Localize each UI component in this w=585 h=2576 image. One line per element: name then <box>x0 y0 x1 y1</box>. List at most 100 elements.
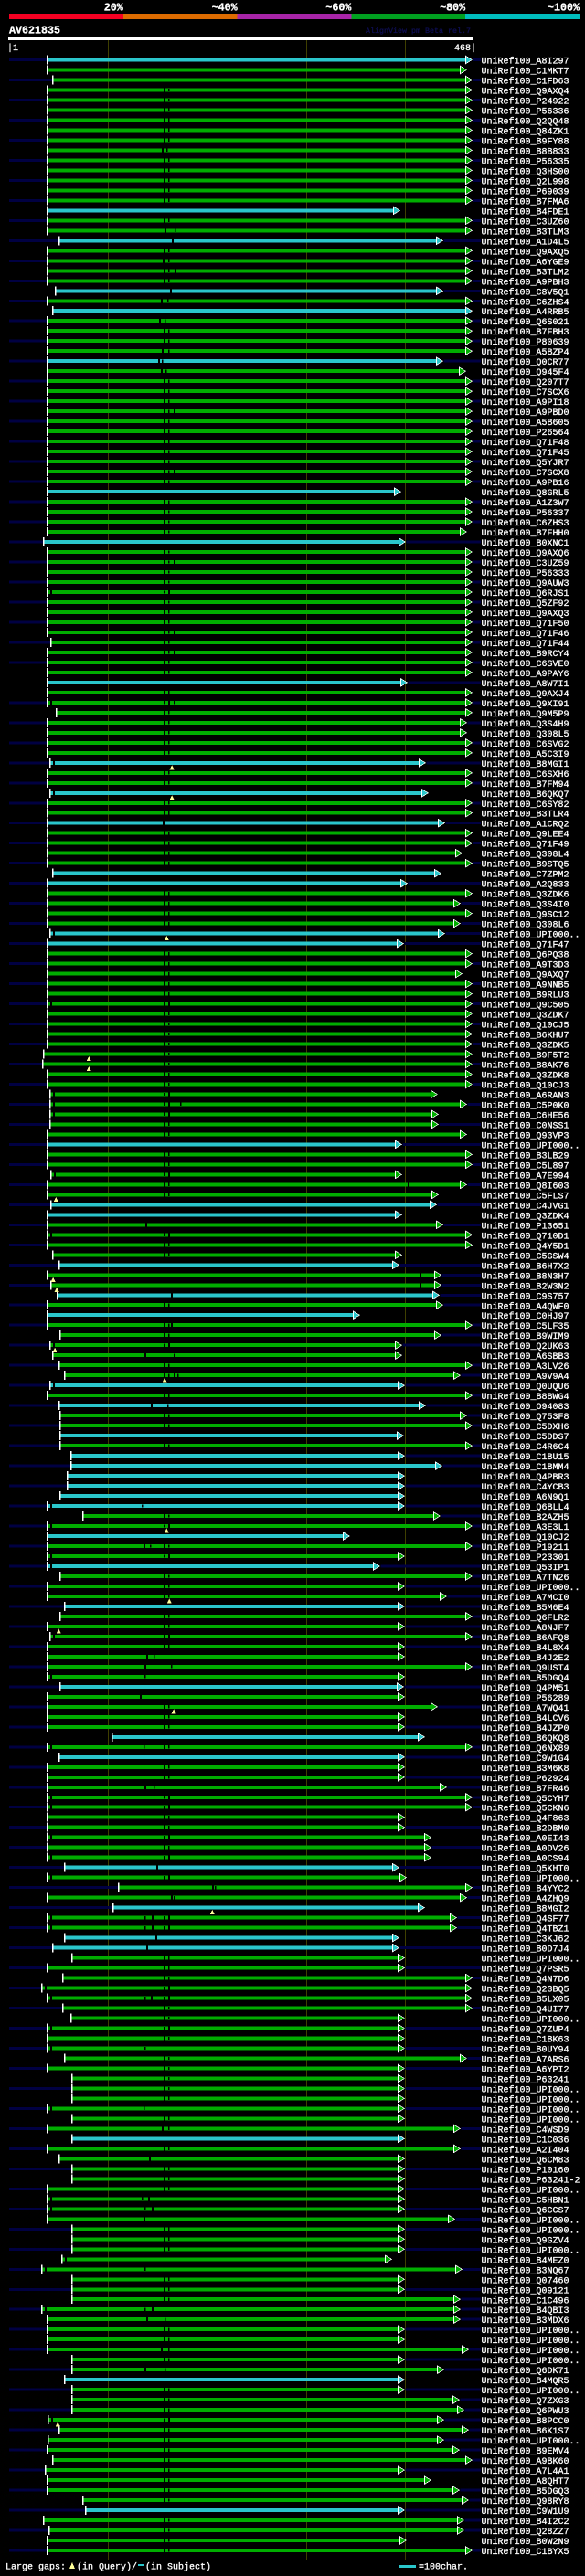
svg-text:UniRef100_C6SXH6: UniRef100_C6SXH6 <box>482 769 569 780</box>
svg-text:UniRef100_A9PBH3: UniRef100_A9PBH3 <box>482 277 569 288</box>
svg-text:UniRef100_C1C036: UniRef100_C1C036 <box>482 2135 569 2146</box>
svg-text:UniRef100_Q28ZZ7: UniRef100_Q28ZZ7 <box>482 2527 569 2538</box>
svg-text:UniRef100_P56336: UniRef100_P56336 <box>482 106 569 117</box>
svg-text:UniRef100_UPI000..: UniRef100_UPI000.. <box>482 2115 580 2125</box>
svg-text:UniRef100_B3MDX6: UniRef100_B3MDX6 <box>482 2316 569 2327</box>
svg-text:UniRef100_Q6CCS7: UniRef100_Q6CCS7 <box>482 2205 569 2216</box>
svg-text:UniRef100_P56333: UniRef100_P56333 <box>482 568 569 579</box>
svg-text:UniRef100_Q9AXQ7: UniRef100_Q9AXQ7 <box>482 970 569 981</box>
svg-text:UniRef100_Q308L4: UniRef100_Q308L4 <box>482 850 569 861</box>
svg-text:UniRef100_UPI000..: UniRef100_UPI000.. <box>482 1955 580 1966</box>
svg-text:UniRef100_Q6RJS1: UniRef100_Q6RJS1 <box>482 588 569 599</box>
svg-text:UniRef100_C4JVG1: UniRef100_C4JVG1 <box>482 1201 569 1212</box>
svg-text:UniRef100_Q71F50: UniRef100_Q71F50 <box>482 619 569 630</box>
svg-text:UniRef100_Q6PQ38: UniRef100_Q6PQ38 <box>482 950 569 961</box>
svg-text:UniRef100_B4I2C2: UniRef100_B4I2C2 <box>482 2517 569 2528</box>
svg-text:UniRef100_B7FHH0: UniRef100_B7FHH0 <box>482 528 569 539</box>
svg-text:UniRef100_A6SBB3: UniRef100_A6SBB3 <box>482 1352 569 1362</box>
svg-text:UniRef100_A9PB16: UniRef100_A9PB16 <box>482 478 569 489</box>
svg-text:UniRef100_C0HJ97: UniRef100_C0HJ97 <box>482 1311 569 1322</box>
svg-text:UniRef100_B8MGI1: UniRef100_B8MGI1 <box>482 759 569 770</box>
svg-text:UniRef100_A9PBD0: UniRef100_A9PBD0 <box>482 408 569 419</box>
svg-text:UniRef100_B2AZH5: UniRef100_B2AZH5 <box>482 1512 569 1523</box>
svg-text:UniRef100_Q4PM51: UniRef100_Q4PM51 <box>482 1683 569 1694</box>
svg-text:UniRef100_Q10CJ2: UniRef100_Q10CJ2 <box>482 1532 569 1543</box>
svg-text:20%: 20% <box>104 2 124 15</box>
svg-text:UniRef100_Q945F4: UniRef100_Q945F4 <box>482 367 569 378</box>
svg-text:UniRef100_O94083: UniRef100_O94083 <box>482 1402 569 1413</box>
svg-text:UniRef100_B4YYC2: UniRef100_B4YYC2 <box>482 1884 569 1895</box>
svg-text:AlignView.pm Beta rel.7: AlignView.pm Beta rel.7 <box>366 27 471 36</box>
svg-text:UniRef100_C8V5Q1: UniRef100_C8V5Q1 <box>482 287 569 298</box>
svg-text:UniRef100_B3M6K8: UniRef100_B3M6K8 <box>482 1764 569 1775</box>
svg-text:UniRef100_Q4PBR3: UniRef100_Q4PBR3 <box>482 1472 569 1483</box>
svg-text:UniRef100_Q4F863: UniRef100_Q4F863 <box>482 1814 569 1825</box>
svg-text:UniRef100_Q4UI77: UniRef100_Q4UI77 <box>482 2005 569 2016</box>
svg-text:UniRef100_B8PCC0: UniRef100_B8PCC0 <box>482 2416 569 2427</box>
svg-text:UniRef100_C1C496: UniRef100_C1C496 <box>482 2295 569 2306</box>
svg-text:UniRef100_B3NQ67: UniRef100_B3NQ67 <box>482 2265 569 2276</box>
svg-text:UniRef100_C5GSW4: UniRef100_C5GSW4 <box>482 1251 569 1262</box>
svg-text:UniRef100_Q10CJ5: UniRef100_Q10CJ5 <box>482 1021 569 1032</box>
svg-text:UniRef100_A9PAY6: UniRef100_A9PAY6 <box>482 669 569 680</box>
svg-text:UniRef100_A2I404: UniRef100_A2I404 <box>482 2145 569 2156</box>
svg-text:UniRef100_Q9XI91: UniRef100_Q9XI91 <box>482 699 569 710</box>
svg-text:UniRef100_Q3ZDK6: UniRef100_Q3ZDK6 <box>482 890 569 901</box>
svg-text:UniRef100_C3UZ60: UniRef100_C3UZ60 <box>482 217 569 228</box>
svg-text:UniRef100_Q9AXQ3: UniRef100_Q9AXQ3 <box>482 609 569 620</box>
svg-text:UniRef100_A9NNB5: UniRef100_A9NNB5 <box>482 981 569 991</box>
svg-text:UniRef100_C4YCB3: UniRef100_C4YCB3 <box>482 1482 569 1493</box>
svg-text:UniRef100_B8B833: UniRef100_B8B833 <box>482 146 569 157</box>
svg-text:UniRef100_B9STQ5: UniRef100_B9STQ5 <box>482 860 569 871</box>
svg-text:UniRef100_C6HE56: UniRef100_C6HE56 <box>482 1110 569 1121</box>
svg-text:UniRef100_B5M6E4: UniRef100_B5M6E4 <box>482 1603 569 1614</box>
svg-text:UniRef100_P56337: UniRef100_P56337 <box>482 508 569 519</box>
svg-text:UniRef100_C6SY82: UniRef100_C6SY82 <box>482 800 569 811</box>
svg-text:UniRef100_B8AK76: UniRef100_B8AK76 <box>482 1060 569 1071</box>
svg-text:UniRef100_A7E994: UniRef100_A7E994 <box>482 1171 569 1182</box>
svg-text:UniRef100_C5L897: UniRef100_C5L897 <box>482 1161 569 1171</box>
svg-text:UniRef100_B9FY88: UniRef100_B9FY88 <box>482 136 569 147</box>
svg-text:UniRef100_B4MEZ0: UniRef100_B4MEZ0 <box>482 2255 569 2266</box>
svg-text:UniRef100_UPI000..: UniRef100_UPI000.. <box>482 1874 580 1885</box>
svg-text:UniRef100_Q9C505: UniRef100_Q9C505 <box>482 1001 569 1012</box>
svg-text:UniRef100_B3LB29: UniRef100_B3LB29 <box>482 1150 569 1161</box>
svg-text:UniRef100_Q9AXJ4: UniRef100_Q9AXJ4 <box>482 689 569 700</box>
svg-text:UniRef100_Q98RY8: UniRef100_Q98RY8 <box>482 2496 569 2507</box>
svg-text:UniRef100_C1BYX5: UniRef100_C1BYX5 <box>482 2547 569 2558</box>
svg-text:UniRef100_C1BK63: UniRef100_C1BK63 <box>482 2035 569 2046</box>
svg-text:UniRef100_B7FBH3: UniRef100_B7FBH3 <box>482 327 569 338</box>
svg-text:UniRef100_Q4Y5D1: UniRef100_Q4Y5D1 <box>482 1241 569 1252</box>
svg-text:UniRef100_B3TLR4: UniRef100_B3TLR4 <box>482 810 569 821</box>
svg-text:UniRef100_A8I297: UniRef100_A8I297 <box>482 57 569 68</box>
svg-text:UniRef100_UPI000..: UniRef100_UPI000.. <box>482 2015 580 2026</box>
svg-text:UniRef100_Q6BLL4: UniRef100_Q6BLL4 <box>482 1502 569 1513</box>
svg-text:UniRef100_Q3HS00: UniRef100_Q3HS00 <box>482 166 569 177</box>
svg-text:UniRef100_C6ZHS4: UniRef100_C6ZHS4 <box>482 297 569 308</box>
svg-text:UniRef100_B6QKQ8: UniRef100_B6QKQ8 <box>482 1733 569 1744</box>
svg-text:UniRef100_UPI000..: UniRef100_UPI000.. <box>482 2084 580 2095</box>
svg-text:UniRef100_A3LV26: UniRef100_A3LV26 <box>482 1362 569 1373</box>
svg-text:UniRef100_Q2L998: UniRef100_Q2L998 <box>482 176 569 187</box>
svg-text:UniRef100_Q3ZDK7: UniRef100_Q3ZDK7 <box>482 1011 569 1022</box>
svg-text:UniRef100_P26564: UniRef100_P26564 <box>482 428 569 439</box>
svg-text:UniRef100_Q71F46: UniRef100_Q71F46 <box>482 629 569 640</box>
svg-text:UniRef100_Q9AXQ6: UniRef100_Q9AXQ6 <box>482 548 569 559</box>
svg-text:UniRef100_A3E3L1: UniRef100_A3E3L1 <box>482 1522 569 1533</box>
svg-text:UniRef100_C5DXH6: UniRef100_C5DXH6 <box>482 1422 569 1433</box>
svg-text:AV621835: AV621835 <box>9 25 60 37</box>
svg-text:UniRef100_B7FR46: UniRef100_B7FR46 <box>482 1784 569 1795</box>
svg-text:UniRef100_A8QHT7: UniRef100_A8QHT7 <box>482 2476 569 2487</box>
svg-text:UniRef100_Q9SC12: UniRef100_Q9SC12 <box>482 910 569 921</box>
svg-text:UniRef100_Q71F45: UniRef100_Q71F45 <box>482 448 569 459</box>
svg-text:UniRef100_A7L4A1: UniRef100_A7L4A1 <box>482 2466 569 2477</box>
svg-text:UniRef100_UPI000..: UniRef100_UPI000.. <box>482 2094 580 2105</box>
svg-text:UniRef100_Q308L5: UniRef100_Q308L5 <box>482 729 569 740</box>
svg-text:UniRef100_B9WIM9: UniRef100_B9WIM9 <box>482 1331 569 1342</box>
svg-text:UniRef100_B3TLM3: UniRef100_B3TLM3 <box>482 227 569 238</box>
svg-text:Large gaps:: Large gaps: <box>5 2562 66 2573</box>
svg-text:UniRef100_B0UY94: UniRef100_B0UY94 <box>482 2045 569 2056</box>
svg-text:UniRef100_Q207T7: UniRef100_Q207T7 <box>482 377 569 388</box>
svg-text:UniRef100_Q308L6: UniRef100_Q308L6 <box>482 920 569 931</box>
svg-text:UniRef100_Q84ZK1: UniRef100_Q84ZK1 <box>482 126 569 137</box>
